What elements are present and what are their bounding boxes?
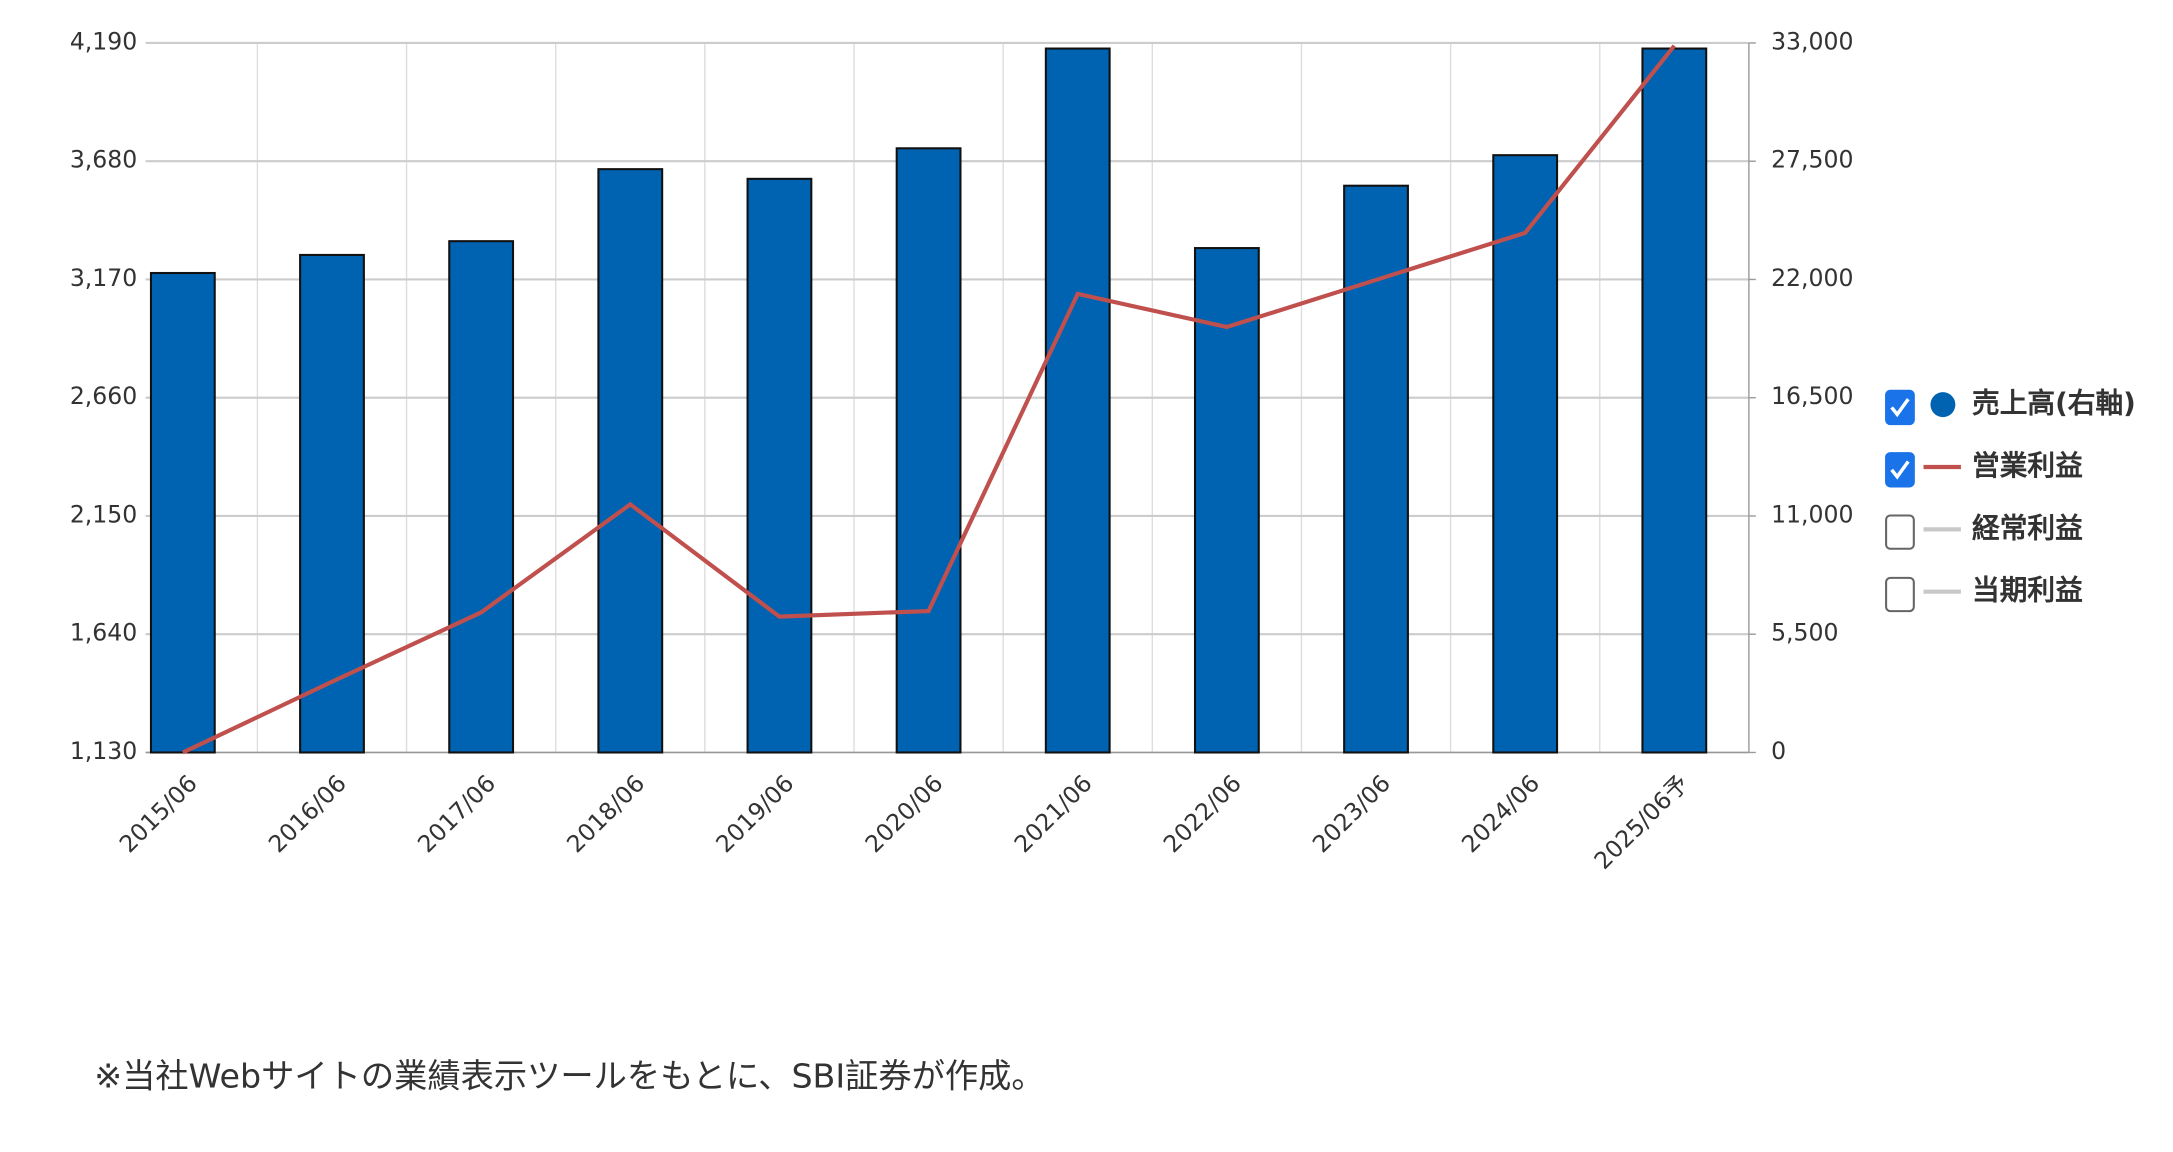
y-tick-label: 3,680 xyxy=(70,146,137,174)
x-tick-label: 2016/06 xyxy=(263,769,352,858)
x-tick-label: 2017/06 xyxy=(412,769,501,858)
y2-tick-label: 16,500 xyxy=(1771,382,1853,410)
legend-label: 経常利益 xyxy=(1972,511,2083,544)
y-tick-label: 2,150 xyxy=(70,500,137,528)
y2-tick-label: 33,000 xyxy=(1771,27,1853,55)
y2-tick-label: 5,500 xyxy=(1771,619,1838,647)
legend-checkbox[interactable] xyxy=(1885,452,1915,488)
bar xyxy=(149,271,216,754)
check-mark xyxy=(1890,398,1910,418)
bar xyxy=(746,177,813,754)
bar xyxy=(299,253,365,754)
x-tick-label: 2019/06 xyxy=(710,769,799,858)
legend-label: 売上高(右軸) xyxy=(1972,387,2136,420)
y-tick-label: 1,640 xyxy=(70,619,137,647)
legend-swatch xyxy=(1930,392,1956,418)
x-tick-label: 2023/06 xyxy=(1307,769,1396,858)
bar xyxy=(597,168,664,754)
bar xyxy=(1641,47,1708,754)
legend-label: 当期利益 xyxy=(1972,574,2083,607)
y-tick-label: 4,190 xyxy=(70,27,137,55)
x-tick-label: 2015/06 xyxy=(114,769,203,858)
legend-checkbox[interactable] xyxy=(1885,514,1915,550)
y-tick-label: 1,130 xyxy=(70,737,137,765)
y2-tick-label: 11,000 xyxy=(1771,500,1853,528)
y2-tick-label: 0 xyxy=(1771,737,1786,765)
y2-tick-label: 22,000 xyxy=(1771,264,1853,292)
bar xyxy=(1193,247,1260,754)
y-tick-label: 3,170 xyxy=(70,264,137,292)
legend-checkbox[interactable] xyxy=(1885,576,1915,613)
line xyxy=(181,44,1676,755)
x-tick-label: 2018/06 xyxy=(561,769,650,858)
check-mark xyxy=(1890,460,1910,480)
y-tick-label: 2,660 xyxy=(70,382,137,410)
bar xyxy=(1492,154,1559,754)
x-tick-label: 2022/06 xyxy=(1158,769,1247,858)
bar xyxy=(1044,47,1111,754)
x-tick-label: 2020/06 xyxy=(860,769,949,858)
bar xyxy=(895,147,962,754)
legend-checkbox[interactable] xyxy=(1885,389,1915,426)
bar xyxy=(448,240,515,754)
y2-tick-label: 27,500 xyxy=(1771,146,1853,174)
legend-label: 営業利益 xyxy=(1972,449,2083,482)
x-tick-label: 2021/06 xyxy=(1009,769,1098,858)
x-tick-label: 2025/06予 xyxy=(1589,769,1695,875)
footnote: ※当社Webサイトの業績表示ツールをもとに、SBI証券が作成。 xyxy=(94,1057,1044,1096)
x-tick-label: 2024/06 xyxy=(1456,769,1545,858)
